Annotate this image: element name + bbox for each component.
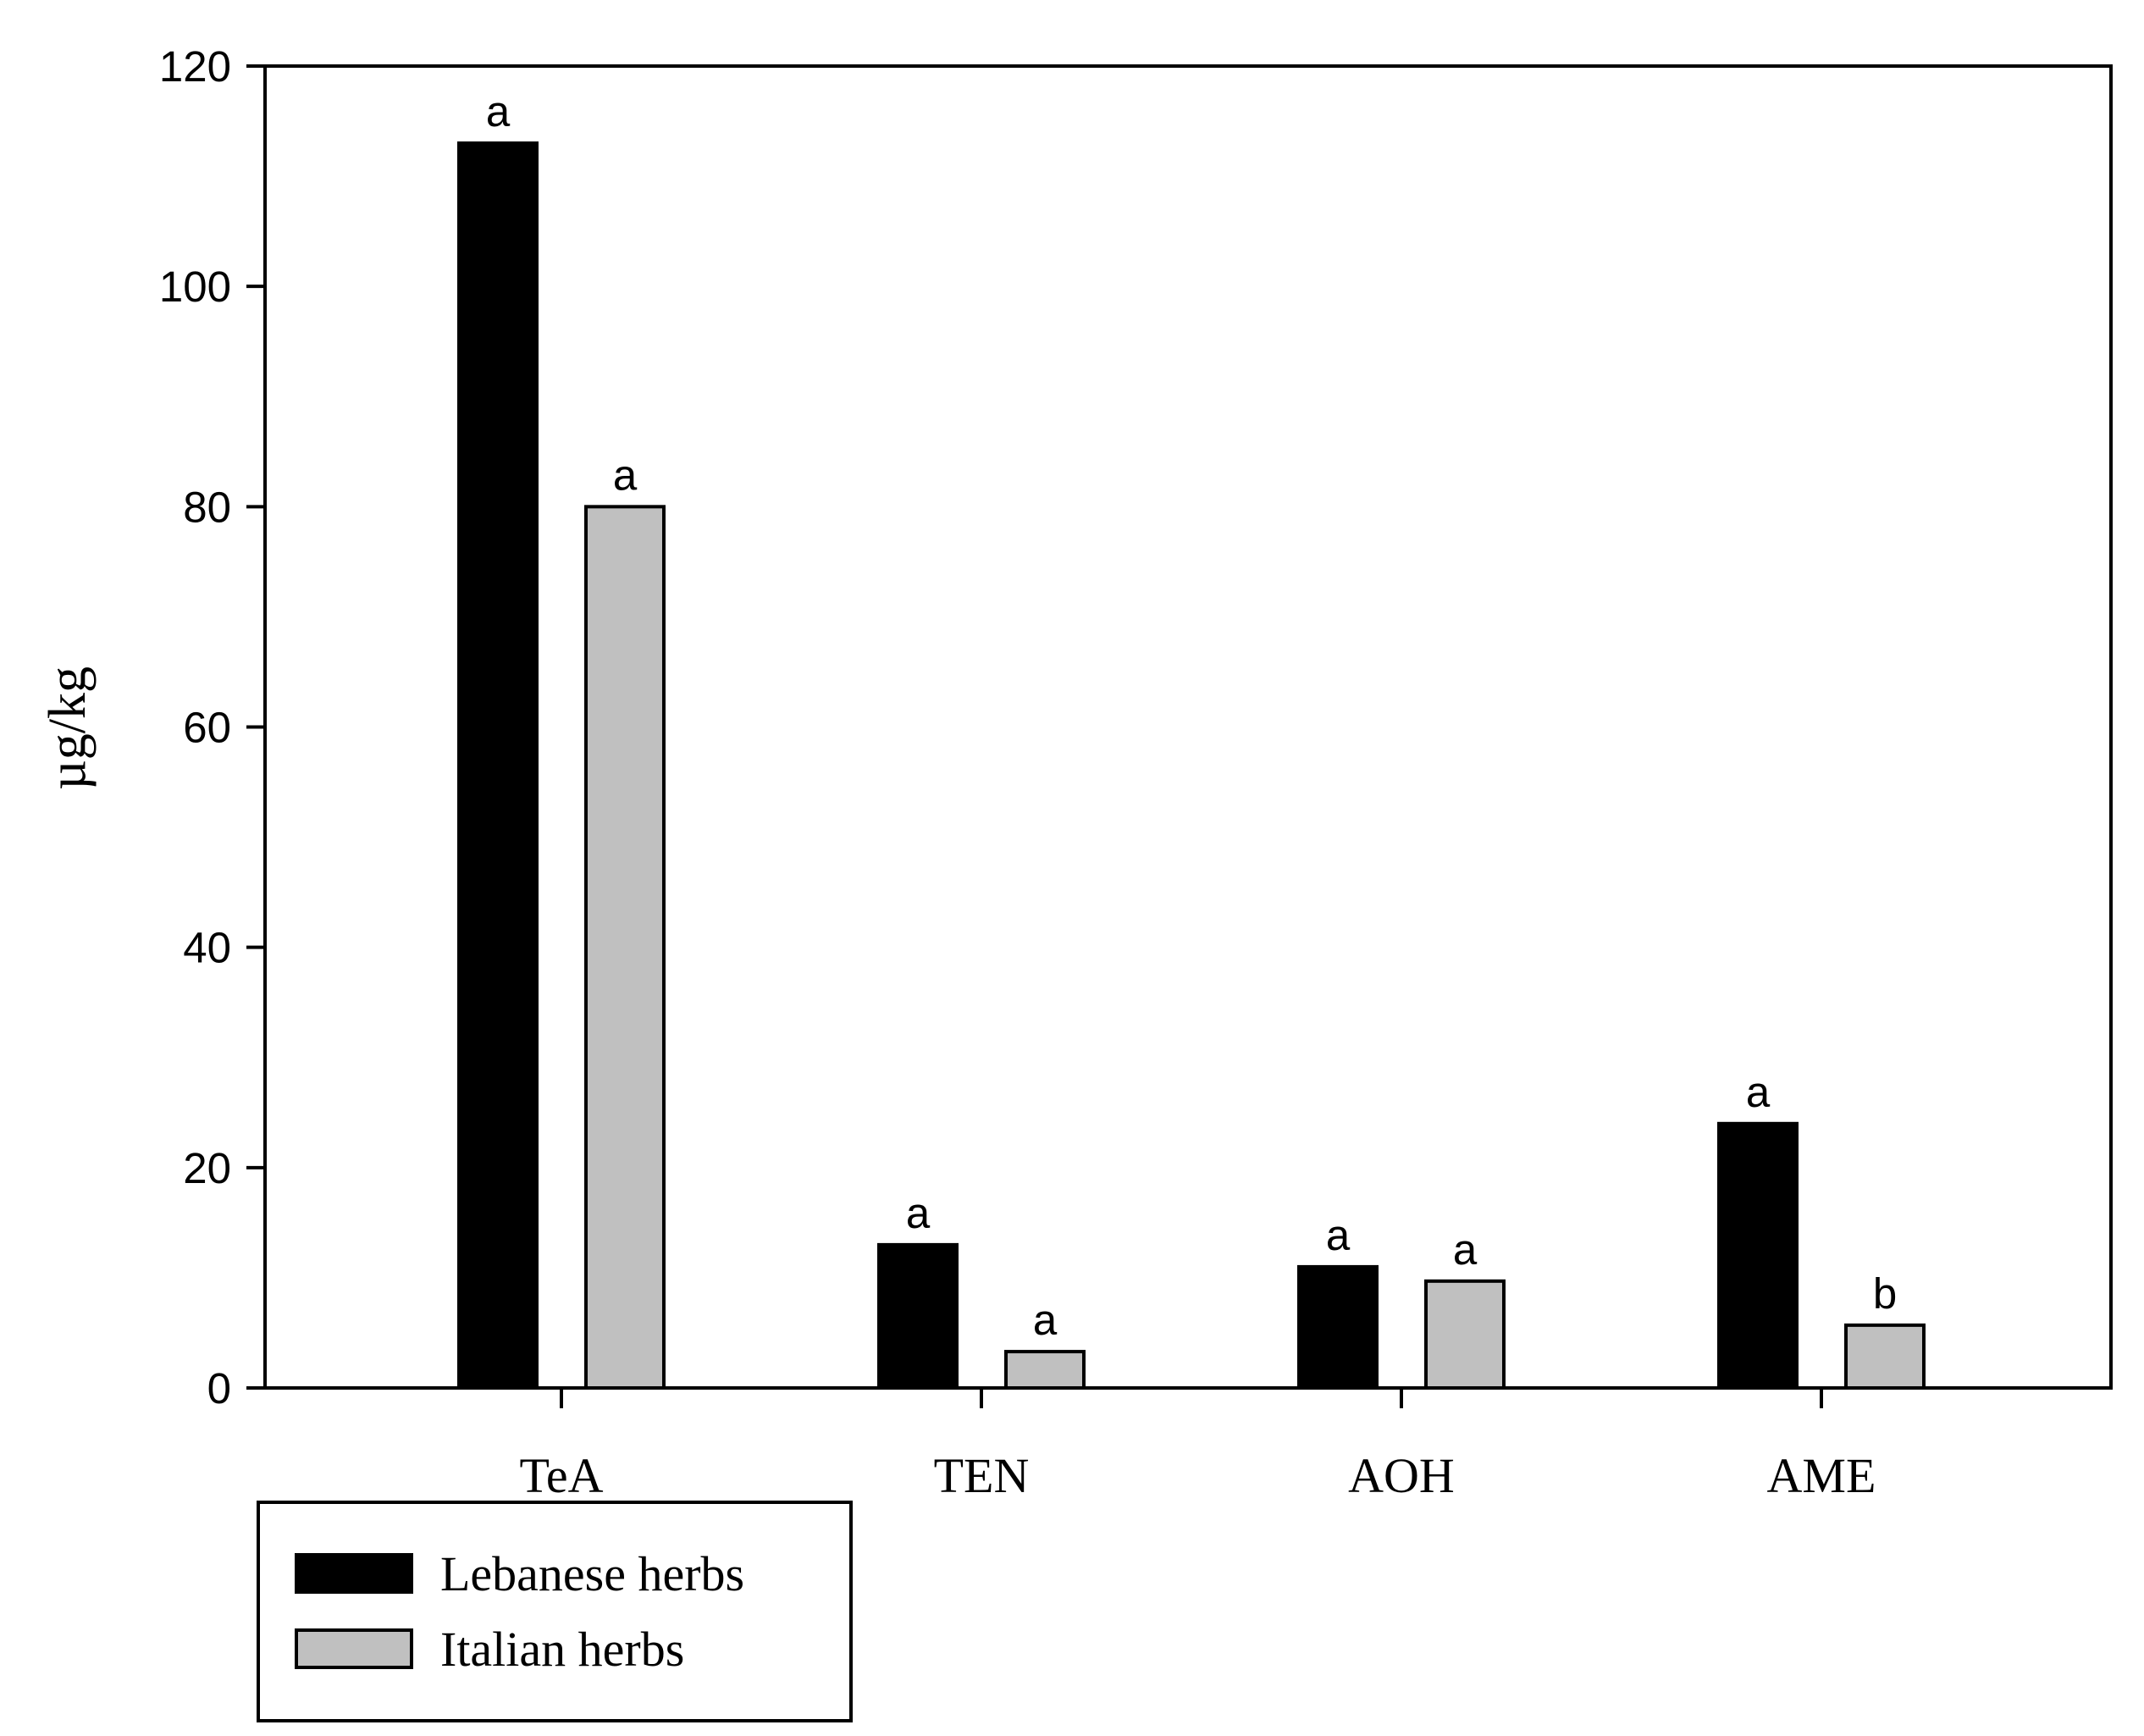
category-label: AOH — [1348, 1448, 1455, 1503]
bar-series — [457, 141, 1926, 1390]
y-tick-label: 120 — [159, 42, 231, 91]
bar-lebanese-herbs-ame — [1717, 1121, 1799, 1390]
bar-significance-label: a — [1033, 1296, 1058, 1344]
category-label: AME — [1767, 1448, 1876, 1503]
bar-lebanese-herbs-tea — [457, 141, 539, 1390]
bar-significance-label: a — [906, 1189, 931, 1237]
category-labels: TeA TEN AOH AME — [519, 1448, 1876, 1503]
legend-label-italian: Italian herbs — [440, 1622, 684, 1677]
legend-swatch-italian — [295, 1628, 413, 1669]
y-tick-label: 20 — [183, 1144, 231, 1192]
bar-lebanese-herbs-aoh — [1297, 1264, 1379, 1390]
y-tick-label: 80 — [183, 483, 231, 531]
bar-significance-label: a — [1746, 1068, 1771, 1116]
bar-italian-herbs-aoh — [1424, 1279, 1506, 1390]
category-label: TEN — [934, 1448, 1030, 1503]
y-axis-ticks: 0 20 40 60 80 100 120 — [159, 42, 265, 1413]
y-tick-label: 100 — [159, 263, 231, 311]
plot-frame — [263, 64, 2113, 1390]
bar-significance-label: a — [1326, 1211, 1351, 1259]
y-tick-label: 40 — [183, 924, 231, 972]
bar-italian-herbs-tea — [584, 505, 666, 1390]
bar-italian-herbs-ame — [1844, 1323, 1926, 1390]
bar-italian-herbs-ten — [1004, 1350, 1086, 1390]
legend-swatch-lebanese — [295, 1553, 413, 1594]
legend: Lebanese herbs Italian herbs — [257, 1501, 853, 1722]
bar-significance-label: a — [486, 87, 511, 135]
y-axis-title: µg/kg — [39, 666, 97, 790]
category-label: TeA — [519, 1448, 603, 1503]
y-tick-label: 0 — [207, 1364, 231, 1413]
legend-label-lebanese: Lebanese herbs — [440, 1546, 744, 1601]
x-axis-ticks — [560, 1388, 1823, 1408]
y-tick-label: 60 — [183, 704, 231, 752]
legend-box — [257, 1501, 853, 1722]
bar-significance-label: a — [613, 451, 638, 499]
bar-significance-label: b — [1873, 1269, 1897, 1318]
significance-labels: a a a a a a a b — [486, 87, 1897, 1344]
bar-significance-label: a — [1453, 1225, 1478, 1274]
bar-lebanese-herbs-ten — [877, 1242, 959, 1390]
